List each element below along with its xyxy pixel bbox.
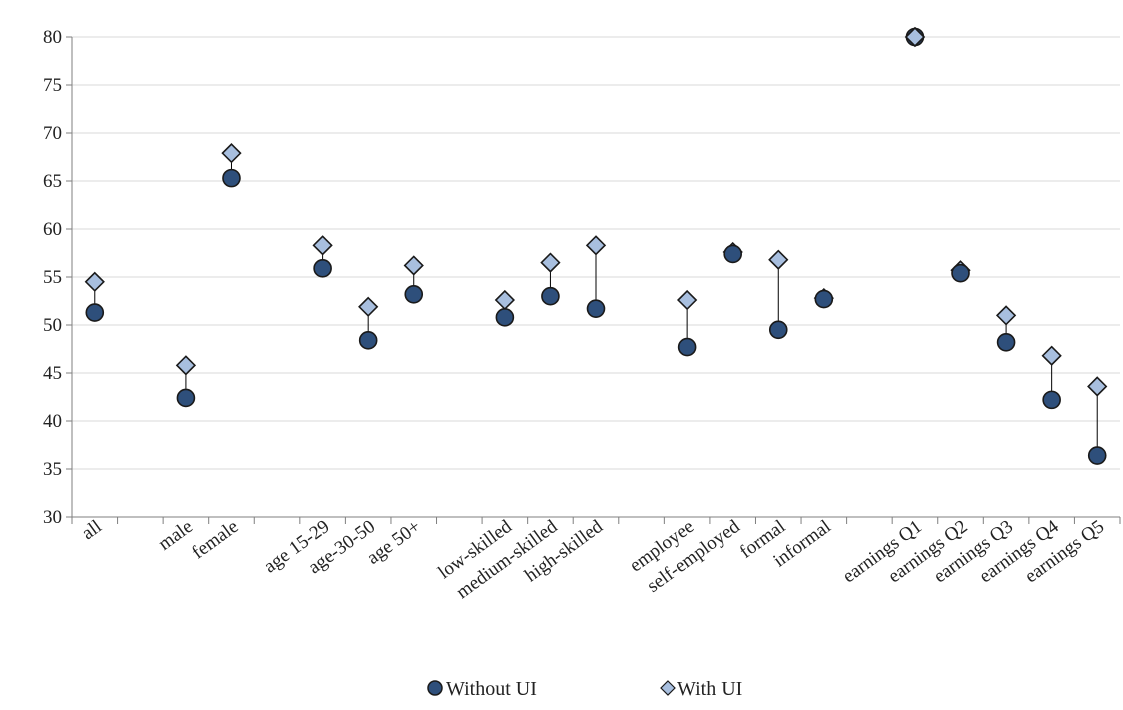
point-without-ui-11 <box>586 299 606 318</box>
y-tick-label-75: 75 <box>43 75 62 96</box>
point-without-ui-13 <box>677 337 697 357</box>
y-tick-label-60: 60 <box>43 219 62 240</box>
y-tick-label-70: 70 <box>43 123 62 144</box>
point-without-ui-5 <box>313 259 332 278</box>
series-with-ui <box>84 26 1108 397</box>
y-tick-label-45: 45 <box>43 363 62 384</box>
point-without-ui-14 <box>723 244 742 264</box>
y-tick-label-30: 30 <box>43 507 62 528</box>
point-without-ui-0 <box>85 303 105 322</box>
axes <box>66 36 1121 524</box>
point-with-ui-10 <box>540 252 561 273</box>
point-with-ui-5 <box>312 235 333 256</box>
point-with-ui-13 <box>676 289 698 311</box>
point-without-ui-6 <box>358 331 378 350</box>
point-with-ui-21 <box>1041 345 1062 366</box>
y-tick-label-50: 50 <box>43 315 62 336</box>
point-without-ui-21 <box>1042 390 1061 410</box>
x-tick-label-0: all <box>78 516 106 544</box>
point-with-ui-7 <box>403 255 424 276</box>
point-without-ui-3 <box>222 168 241 188</box>
x-tick-label-3: female <box>188 516 242 563</box>
point-without-ui-9 <box>495 308 515 327</box>
y-tick-label-65: 65 <box>43 171 62 192</box>
legend-marker-without-ui <box>427 680 443 696</box>
point-without-ui-7 <box>404 284 424 304</box>
y-tick-label-40: 40 <box>43 411 62 432</box>
point-without-ui-15 <box>768 320 788 340</box>
series-without-ui <box>85 26 1107 465</box>
point-with-ui-20 <box>995 305 1017 326</box>
y-tick-label-35: 35 <box>43 459 62 480</box>
point-with-ui-11 <box>585 235 607 256</box>
point-without-ui-22 <box>1087 446 1107 465</box>
point-without-ui-16 <box>814 289 834 309</box>
legend-label-without-ui: Without UI <box>446 678 537 700</box>
point-with-ui-overlay-18 <box>904 26 926 48</box>
point-without-ui-19 <box>951 263 970 283</box>
legend: Without UI With UI <box>427 678 742 700</box>
point-with-ui-2 <box>175 355 197 376</box>
point-without-ui-10 <box>541 286 560 306</box>
y-tick-label-55: 55 <box>43 267 62 288</box>
y-tick-labels: 30 35 40 45 50 55 60 65 70 75 80 <box>43 27 62 528</box>
point-with-ui-6 <box>358 296 379 317</box>
point-with-ui-15 <box>768 249 789 270</box>
point-with-ui-3 <box>221 143 242 164</box>
point-with-ui-22 <box>1087 376 1108 397</box>
point-with-ui-0 <box>84 271 105 292</box>
legend-label-with-ui: With UI <box>677 678 742 700</box>
point-without-ui-2 <box>176 388 196 408</box>
point-without-ui-20 <box>996 332 1016 352</box>
point-with-ui-9 <box>494 289 516 311</box>
legend-marker-with-ui <box>660 680 676 696</box>
y-tick-label-80: 80 <box>43 27 62 48</box>
